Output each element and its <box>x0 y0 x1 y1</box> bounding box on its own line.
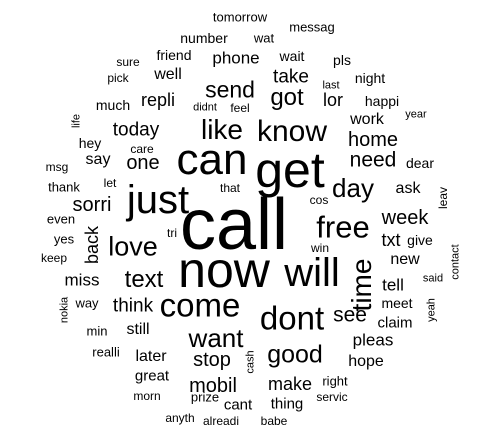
word-cash: cash <box>244 350 257 374</box>
word-servic: servic <box>316 390 348 404</box>
word-prize: prize <box>190 389 220 405</box>
word-know: know <box>256 115 328 148</box>
word-realli: realli <box>92 344 120 360</box>
word-last: last <box>322 79 340 92</box>
word-take: take <box>273 66 309 88</box>
word-leav: leav <box>436 186 450 210</box>
word-happi: happi <box>364 93 400 109</box>
word-tell: tell <box>382 275 404 295</box>
word-morn: morn <box>133 389 161 403</box>
word-claim: claim <box>377 314 413 332</box>
word-get: get <box>255 142 325 198</box>
word-yes: yes <box>53 231 75 247</box>
word-like: like <box>200 114 244 145</box>
word-repli: repli <box>140 90 176 110</box>
word-life: life <box>70 113 83 129</box>
word-babe: babe <box>260 414 288 428</box>
word-now: now <box>178 242 270 298</box>
word-dont: dont <box>259 299 325 337</box>
word-day: day <box>332 173 374 203</box>
word-call: call <box>179 185 289 265</box>
word-tri: tri <box>167 226 177 240</box>
word-cos: cos <box>309 193 329 207</box>
word-msg: msg <box>45 160 69 174</box>
word-well: well <box>154 66 182 83</box>
word-didnt: didnt <box>193 101 217 114</box>
word-need: need <box>349 148 397 172</box>
word-send: send <box>205 76 255 103</box>
word-yeah: yeah <box>425 298 438 322</box>
word-want: want <box>188 323 244 353</box>
word-mobil: mobil <box>189 375 237 397</box>
word-meet: meet <box>381 295 413 311</box>
word-anyth: anyth <box>165 411 195 425</box>
word-stop: stop <box>193 349 231 371</box>
word-phone: phone <box>212 48 260 68</box>
word-hope: hope <box>348 353 384 370</box>
word-say: say <box>85 151 111 168</box>
word-home: home <box>347 129 399 151</box>
word-messag: messag <box>289 19 335 35</box>
word-alreadi: alreadi <box>202 414 240 428</box>
word-year: year <box>405 108 427 121</box>
word-new: new <box>390 251 420 268</box>
word-one: one <box>126 152 160 174</box>
word-lor: lor <box>322 90 344 110</box>
word-make: make <box>267 374 313 394</box>
word-nokia: nokia <box>58 296 71 324</box>
word-wat: wat <box>253 30 275 46</box>
word-back: back <box>82 225 102 265</box>
word-still: still <box>126 321 150 338</box>
word-much: much <box>95 97 131 113</box>
word-miss: miss <box>64 270 100 290</box>
word-week: week <box>381 207 429 229</box>
word-work: work <box>350 111 384 128</box>
word-night: night <box>354 70 386 86</box>
word-come: come <box>159 286 241 324</box>
word-cant: cant <box>223 396 253 414</box>
word-that: that <box>219 181 241 195</box>
word-tomorrow: tomorrow <box>212 9 268 25</box>
word-free: free <box>316 209 370 245</box>
word-thing: thing <box>270 395 304 413</box>
word-feel: feel <box>230 101 250 115</box>
word-think: think <box>112 295 154 317</box>
word-friend: friend <box>156 47 192 63</box>
word-see: see <box>333 303 367 327</box>
word-got: got <box>270 84 304 111</box>
word-today: today <box>112 119 160 141</box>
word-min: min <box>86 323 108 339</box>
word-hey: hey <box>78 135 102 151</box>
word-thank: thank <box>48 179 80 195</box>
word-great: great <box>134 367 170 385</box>
word-sorri: sorri <box>72 194 112 216</box>
word-can: can <box>176 135 248 184</box>
word-let: let <box>103 176 117 190</box>
word-give: give <box>407 232 433 248</box>
word-said: said <box>422 272 444 285</box>
word-good: good <box>267 340 323 369</box>
word-sure: sure <box>116 55 140 69</box>
word-pick: pick <box>107 71 129 85</box>
word-right: right <box>322 373 348 389</box>
word-care: care <box>130 142 154 156</box>
word-keep: keep <box>40 251 68 265</box>
word-dear: dear <box>405 155 435 171</box>
word-txt: txt <box>381 230 401 250</box>
word-wait: wait <box>279 48 305 64</box>
word-number: number <box>180 30 228 46</box>
word-just: just <box>126 178 190 222</box>
word-contact: contact <box>449 244 462 280</box>
word-way: way <box>75 295 99 311</box>
word-later: later <box>135 348 167 365</box>
word-pleas: pleas <box>352 330 394 350</box>
word-ask: ask <box>395 180 421 197</box>
word-text: text <box>124 266 164 293</box>
word-love: love <box>108 231 158 262</box>
word-win: win <box>310 241 330 255</box>
word-even: even <box>46 211 76 227</box>
word-will: will <box>284 251 340 295</box>
word-pls: pls <box>333 52 351 68</box>
